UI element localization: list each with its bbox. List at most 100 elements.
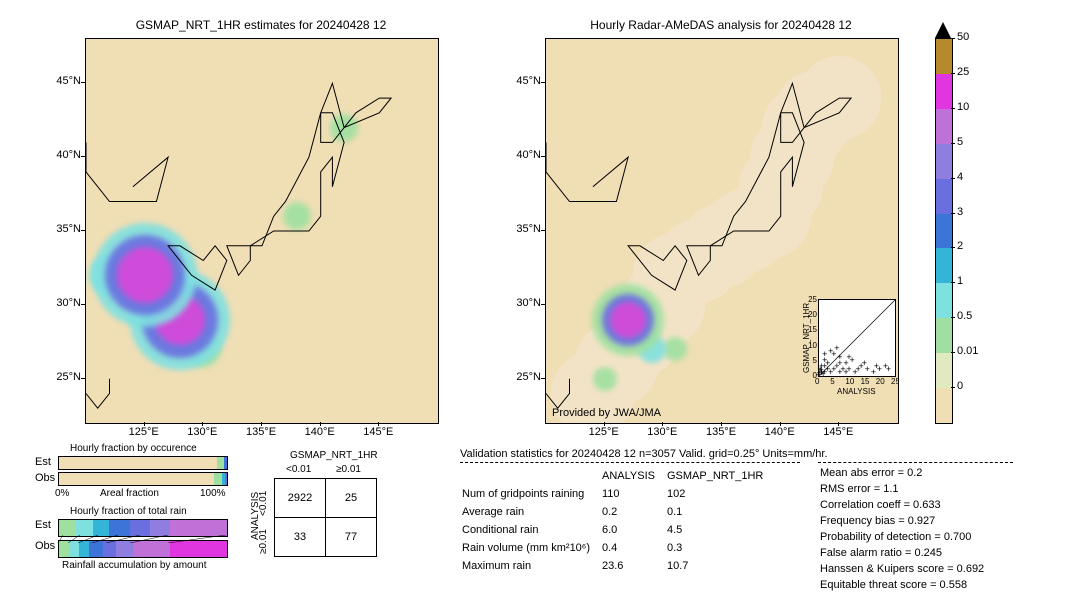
accum-title: Rainfall accumulation by amount [62,560,207,571]
stat-line: Frequency bias = 0.927 [820,514,984,530]
colorbar-segment [935,179,953,214]
occ-title: Hourly fraction by occurence [70,443,197,454]
pct0: 0% [55,488,69,499]
scatter-point: + [846,353,851,362]
colorbar-segment [935,283,953,318]
stat-line: RMS error = 1.1 [820,482,984,498]
validation-table: ANALYSISGSMAP_NRT_1HR Num of gridpoints … [460,466,775,576]
val-cell: 0.4 [602,540,665,556]
colorbar-label: 0.01 [957,345,978,357]
stat-line: Equitable threat score = 0.558 [820,578,984,594]
bar-seg [89,541,102,557]
val-key: Num of gridpoints raining [462,486,600,502]
xtick-label: 130°E [647,426,677,438]
colorbar-segment [935,38,953,74]
scatter-inset: +++++++++++++++++++++++++++++++++++++++0… [818,299,896,377]
colorbar-segment [935,109,953,144]
ytick-label: 40°N [47,149,81,161]
occ-bar-est [58,456,228,470]
scatter-point: + [856,365,861,374]
bar-seg [69,541,79,557]
bar-seg [150,520,170,536]
cont-col-ge: ≥0.01 [336,464,361,475]
colorbar-segment [935,353,953,388]
colorbar-segment [935,248,953,283]
left-map-panel [85,38,439,424]
bar-seg [103,541,116,557]
validation-rule-2 [818,462,1013,463]
scatter-xlabel: ANALYSIS [837,387,876,396]
ytick-label: 25°N [507,371,541,383]
validation-title: Validation statistics for 20240428 12 n=… [460,448,828,460]
colorbar-label: 3 [957,206,963,218]
val-cell: 10.7 [667,558,773,574]
colorbar-label: 2 [957,240,963,252]
scatter-point: + [821,370,826,379]
bar-seg [76,520,93,536]
colorbar-segment [935,318,953,353]
stat-line: Hanssen & Kuipers score = 0.692 [820,562,984,578]
colorbar-label: 1 [957,275,963,287]
stat-line: Mean abs error = 0.2 [820,466,984,482]
bar-seg [217,457,224,469]
colorbar-label: 0 [957,380,963,392]
cell-r1c2: 25 [326,479,377,518]
ytick-label: 45°N [507,75,541,87]
bar-seg [116,541,133,557]
stat-line: Probability of detection = 0.700 [820,530,984,546]
colorbar-segment [935,74,953,109]
val-cell: 102 [667,486,773,502]
obs-label-2: Obs [35,540,55,552]
xtick-label: 125°E [129,426,159,438]
rain-title: Hourly fraction of total rain [70,506,187,517]
left-coastlines [86,39,438,423]
areal-label: Areal fraction [100,488,159,499]
cont-row-lt: <0.01 [258,491,269,516]
bar-seg [93,520,110,536]
cont-col-title: GSMAP_NRT_1HR [290,450,378,461]
val-cell: 4.5 [667,522,773,538]
cell-r2c2: 77 [326,518,377,557]
occ-bar-obs [58,472,228,486]
colorbar-label: 10 [957,101,969,113]
bar-seg [214,473,222,485]
colorbar-label: 25 [957,66,969,78]
colorbar-label: 5 [957,136,963,148]
pct100: 100% [200,488,226,499]
bar-seg [59,541,69,557]
val-cell: 23.6 [602,558,665,574]
bar-seg [133,541,170,557]
xtick-label: 135°E [706,426,736,438]
xtick-label: 145°E [823,426,853,438]
val-key: Maximum rain [462,558,600,574]
colorbar-label: 0.5 [957,310,972,322]
scatter-ylabel: GSMAP_NRT_1HR [802,303,811,373]
ytick-label: 40°N [507,149,541,161]
colorbar [935,38,951,422]
hdr-analysis: ANALYSIS [602,468,665,484]
bar-seg [170,541,227,557]
right-map-panel: Provided by JWA/JMA ++++++++++++++++++++… [545,38,899,424]
val-cell: 0.1 [667,504,773,520]
xtick-label: 125°E [589,426,619,438]
colorbar-over-arrow [935,22,951,38]
scatter-point: + [843,368,848,377]
scatter-point: + [886,365,891,374]
stat-line: Correlation coeff = 0.633 [820,498,984,514]
ytick-label: 45°N [47,75,81,87]
bar-seg [225,473,227,485]
xtick-label: 140°E [765,426,795,438]
bar-seg [170,520,227,536]
scatter-point: + [834,344,839,353]
xtick-label: 130°E [187,426,217,438]
bar-seg [79,541,89,557]
val-key: Average rain [462,504,600,520]
val-cell: 110 [602,486,665,502]
validation-rule [460,462,800,463]
validation-stats-list: Mean abs error = 0.2RMS error = 1.1Corre… [820,466,984,594]
ytick-label: 35°N [47,223,81,235]
cell-r2c1: 33 [275,518,326,557]
obs-label-1: Obs [35,472,55,484]
val-cell: 6.0 [602,522,665,538]
contingency-table: 292225 3377 [274,478,377,557]
